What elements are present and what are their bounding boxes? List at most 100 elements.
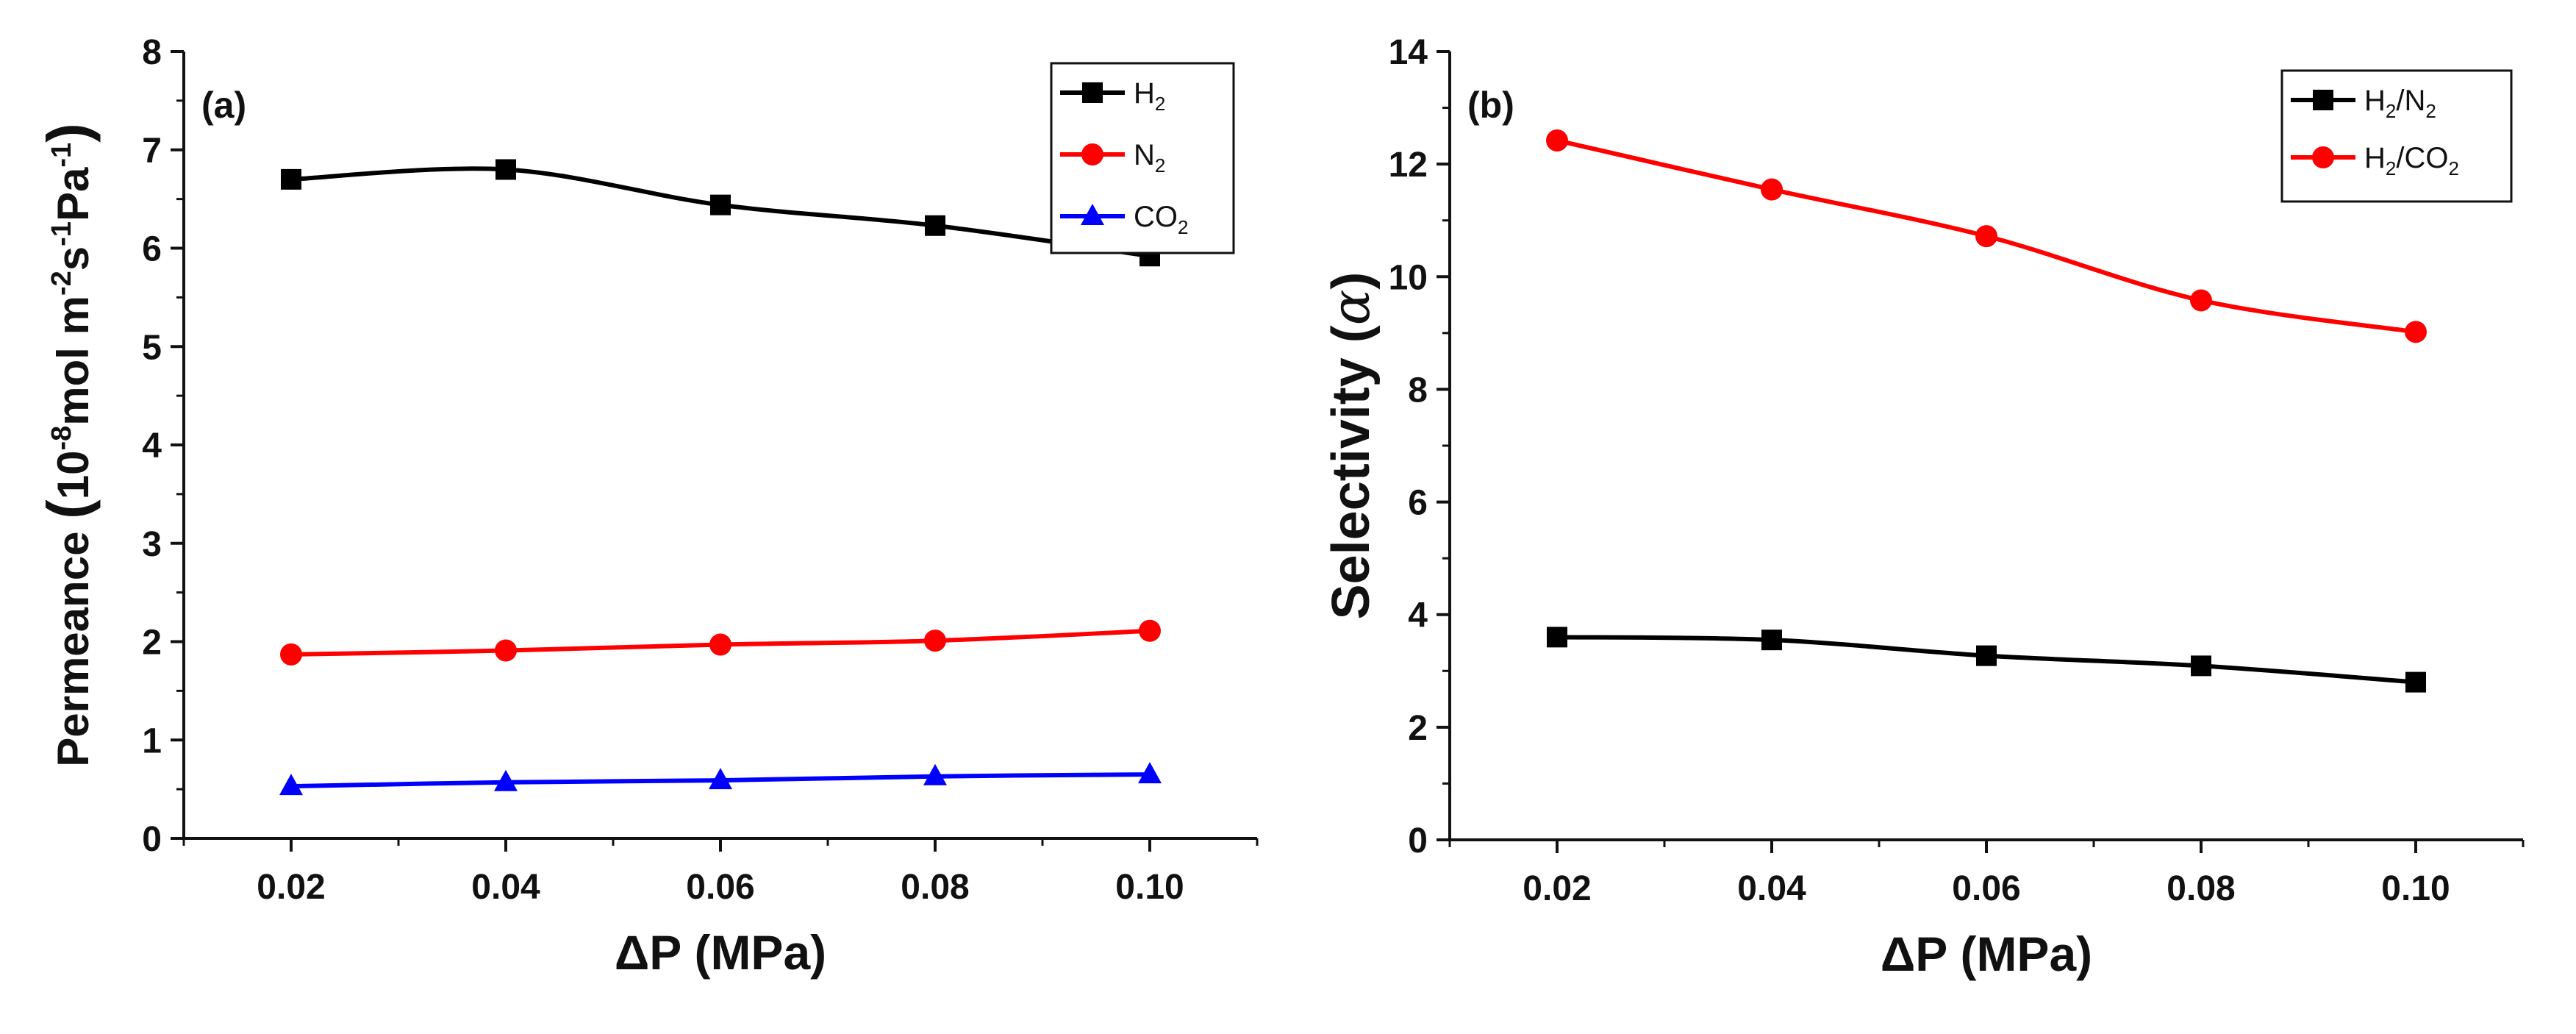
data-point — [2191, 655, 2211, 677]
y-title-base: 10 — [49, 451, 98, 500]
x-tick-label: 0.02 — [257, 868, 325, 907]
y-tick-label: 2 — [1408, 709, 1428, 748]
data-point — [495, 639, 517, 662]
data-point — [280, 643, 302, 666]
legend-label-main: H — [2364, 142, 2386, 174]
y-title-word: Permeance — [49, 519, 98, 767]
series-CO2 — [279, 762, 1162, 796]
y-tick-label: 6 — [1408, 484, 1428, 523]
y-title-symbol: α — [1320, 290, 1381, 326]
data-point — [1547, 627, 1567, 648]
data-point — [1761, 178, 1783, 201]
data-point — [925, 215, 945, 236]
y-title-word: Selectivity — [1322, 343, 1381, 619]
y-tick-label: 1 — [142, 721, 162, 760]
y-tick-label: 4 — [142, 427, 162, 466]
y-tick-label: 5 — [142, 328, 162, 367]
x-tick-label: 0.04 — [1737, 869, 1806, 908]
legend-label-sub: 2 — [2386, 100, 2396, 122]
legend-marker — [1081, 204, 1104, 225]
series-H2/N2 — [1547, 627, 2426, 693]
legend-label-sub2: 2 — [2448, 157, 2458, 179]
data-point — [710, 194, 731, 215]
data-point — [495, 159, 516, 180]
legend: H2/N2 H2/CO2 — [2280, 69, 2513, 203]
panel-a: 0 1 2 3 4 5 6 7 8 0.02 0.04 0.06 0.08 0.10 ΔP (MPa) (a)… — [35, 33, 1259, 980]
data-point — [2405, 671, 2426, 693]
y-title-exp: -2 — [46, 271, 77, 296]
x-tick-label: 0.08 — [901, 868, 969, 907]
y-tick-label: 3 — [142, 525, 162, 564]
data-point — [2405, 321, 2427, 343]
legend-label-main: N — [1134, 139, 1155, 171]
data-point — [924, 630, 946, 652]
legend-label-sub: 2 — [1155, 93, 1165, 115]
legend-item: N2 — [1060, 139, 1165, 177]
legend-item: CO2 — [1060, 201, 1188, 238]
y-tick-label: 10 — [1389, 258, 1428, 297]
legend-marker — [1081, 143, 1103, 165]
legend-label: H2/CO2 — [2364, 142, 2459, 179]
y-title-paren-open: ( — [1322, 325, 1381, 343]
y-axis-title: Selectivity (α) — [1320, 272, 1381, 620]
legend-item: H2/N2 — [2291, 85, 2436, 122]
data-point — [1546, 129, 1568, 151]
y-tick-label: 2 — [142, 624, 162, 663]
x-tick-label: 0.02 — [1523, 869, 1591, 908]
x-axis-title: ΔP (MPa) — [615, 925, 826, 980]
y-tick-label: 4 — [1408, 596, 1428, 635]
data-point — [1761, 630, 1782, 651]
data-point — [279, 774, 303, 796]
y-title-exp: -1 — [46, 221, 77, 246]
y-title-paren-open: ( — [35, 499, 101, 519]
y-tick-label: 8 — [1408, 371, 1428, 410]
y-title-paren-close: ) — [35, 123, 101, 143]
panel-label: (a) — [201, 85, 246, 126]
legend-marker — [2313, 90, 2333, 110]
data-point — [1975, 225, 1997, 248]
x-tick-label: 0.10 — [2381, 869, 2450, 908]
y-title-unit: s — [49, 246, 98, 271]
x-tick-label: 0.04 — [471, 868, 540, 907]
legend-marker — [2312, 146, 2334, 168]
y-title-unit: mol m — [49, 296, 98, 426]
legend-label-sub: 2 — [1178, 216, 1188, 238]
series-H2 — [281, 159, 1160, 267]
legend-item: H2 — [1060, 77, 1165, 115]
legend-label-main: CO — [1134, 201, 1178, 233]
legend-label: H2/N2 — [2364, 85, 2436, 122]
legend-label: H2 — [1134, 77, 1165, 115]
data-point — [494, 769, 518, 791]
data-point — [709, 768, 732, 790]
x-tick-label: 0.06 — [1952, 869, 2020, 908]
data-point — [1976, 645, 1997, 666]
x-tick-label: 0.08 — [2167, 869, 2235, 908]
y-tick-label: 7 — [142, 132, 162, 171]
y-tick-label: 8 — [142, 33, 162, 72]
x-tick-label: 0.06 — [686, 868, 754, 907]
data-point — [923, 763, 947, 785]
data-point — [2190, 289, 2212, 312]
y-tick-label: 6 — [142, 230, 162, 269]
y-title-paren-close: ) — [1322, 272, 1381, 290]
x-tick-label: 0.10 — [1115, 868, 1184, 907]
legend-label-main: H — [1134, 77, 1155, 110]
legend-label-sub: 2 — [1155, 154, 1165, 177]
data-point — [1138, 762, 1162, 784]
data-point — [1139, 619, 1161, 642]
legend-label-main: H — [2364, 85, 2386, 117]
y-axis-title: Permeance (10-8mol m-2s-1Pa-1) — [35, 123, 101, 767]
y-tick-label: 12 — [1389, 146, 1428, 185]
legend-label-sub2: 2 — [2425, 100, 2436, 122]
panel-label: (b) — [1467, 85, 1514, 126]
data-point — [709, 633, 731, 656]
legend-marker — [1082, 82, 1103, 103]
legend-label: N2 — [1134, 139, 1165, 177]
legend-label: CO2 — [1134, 201, 1188, 238]
y-tick-label: 14 — [1389, 33, 1428, 72]
legend-label-sub: 2 — [2386, 157, 2396, 179]
x-axis-title: ΔP (MPa) — [1881, 927, 2092, 981]
panel-b: 0 2 4 6 8 10 12 14 0.02 0.04 0.06 0.08 0.10 ΔP (MPa) (… — [1320, 33, 2525, 981]
